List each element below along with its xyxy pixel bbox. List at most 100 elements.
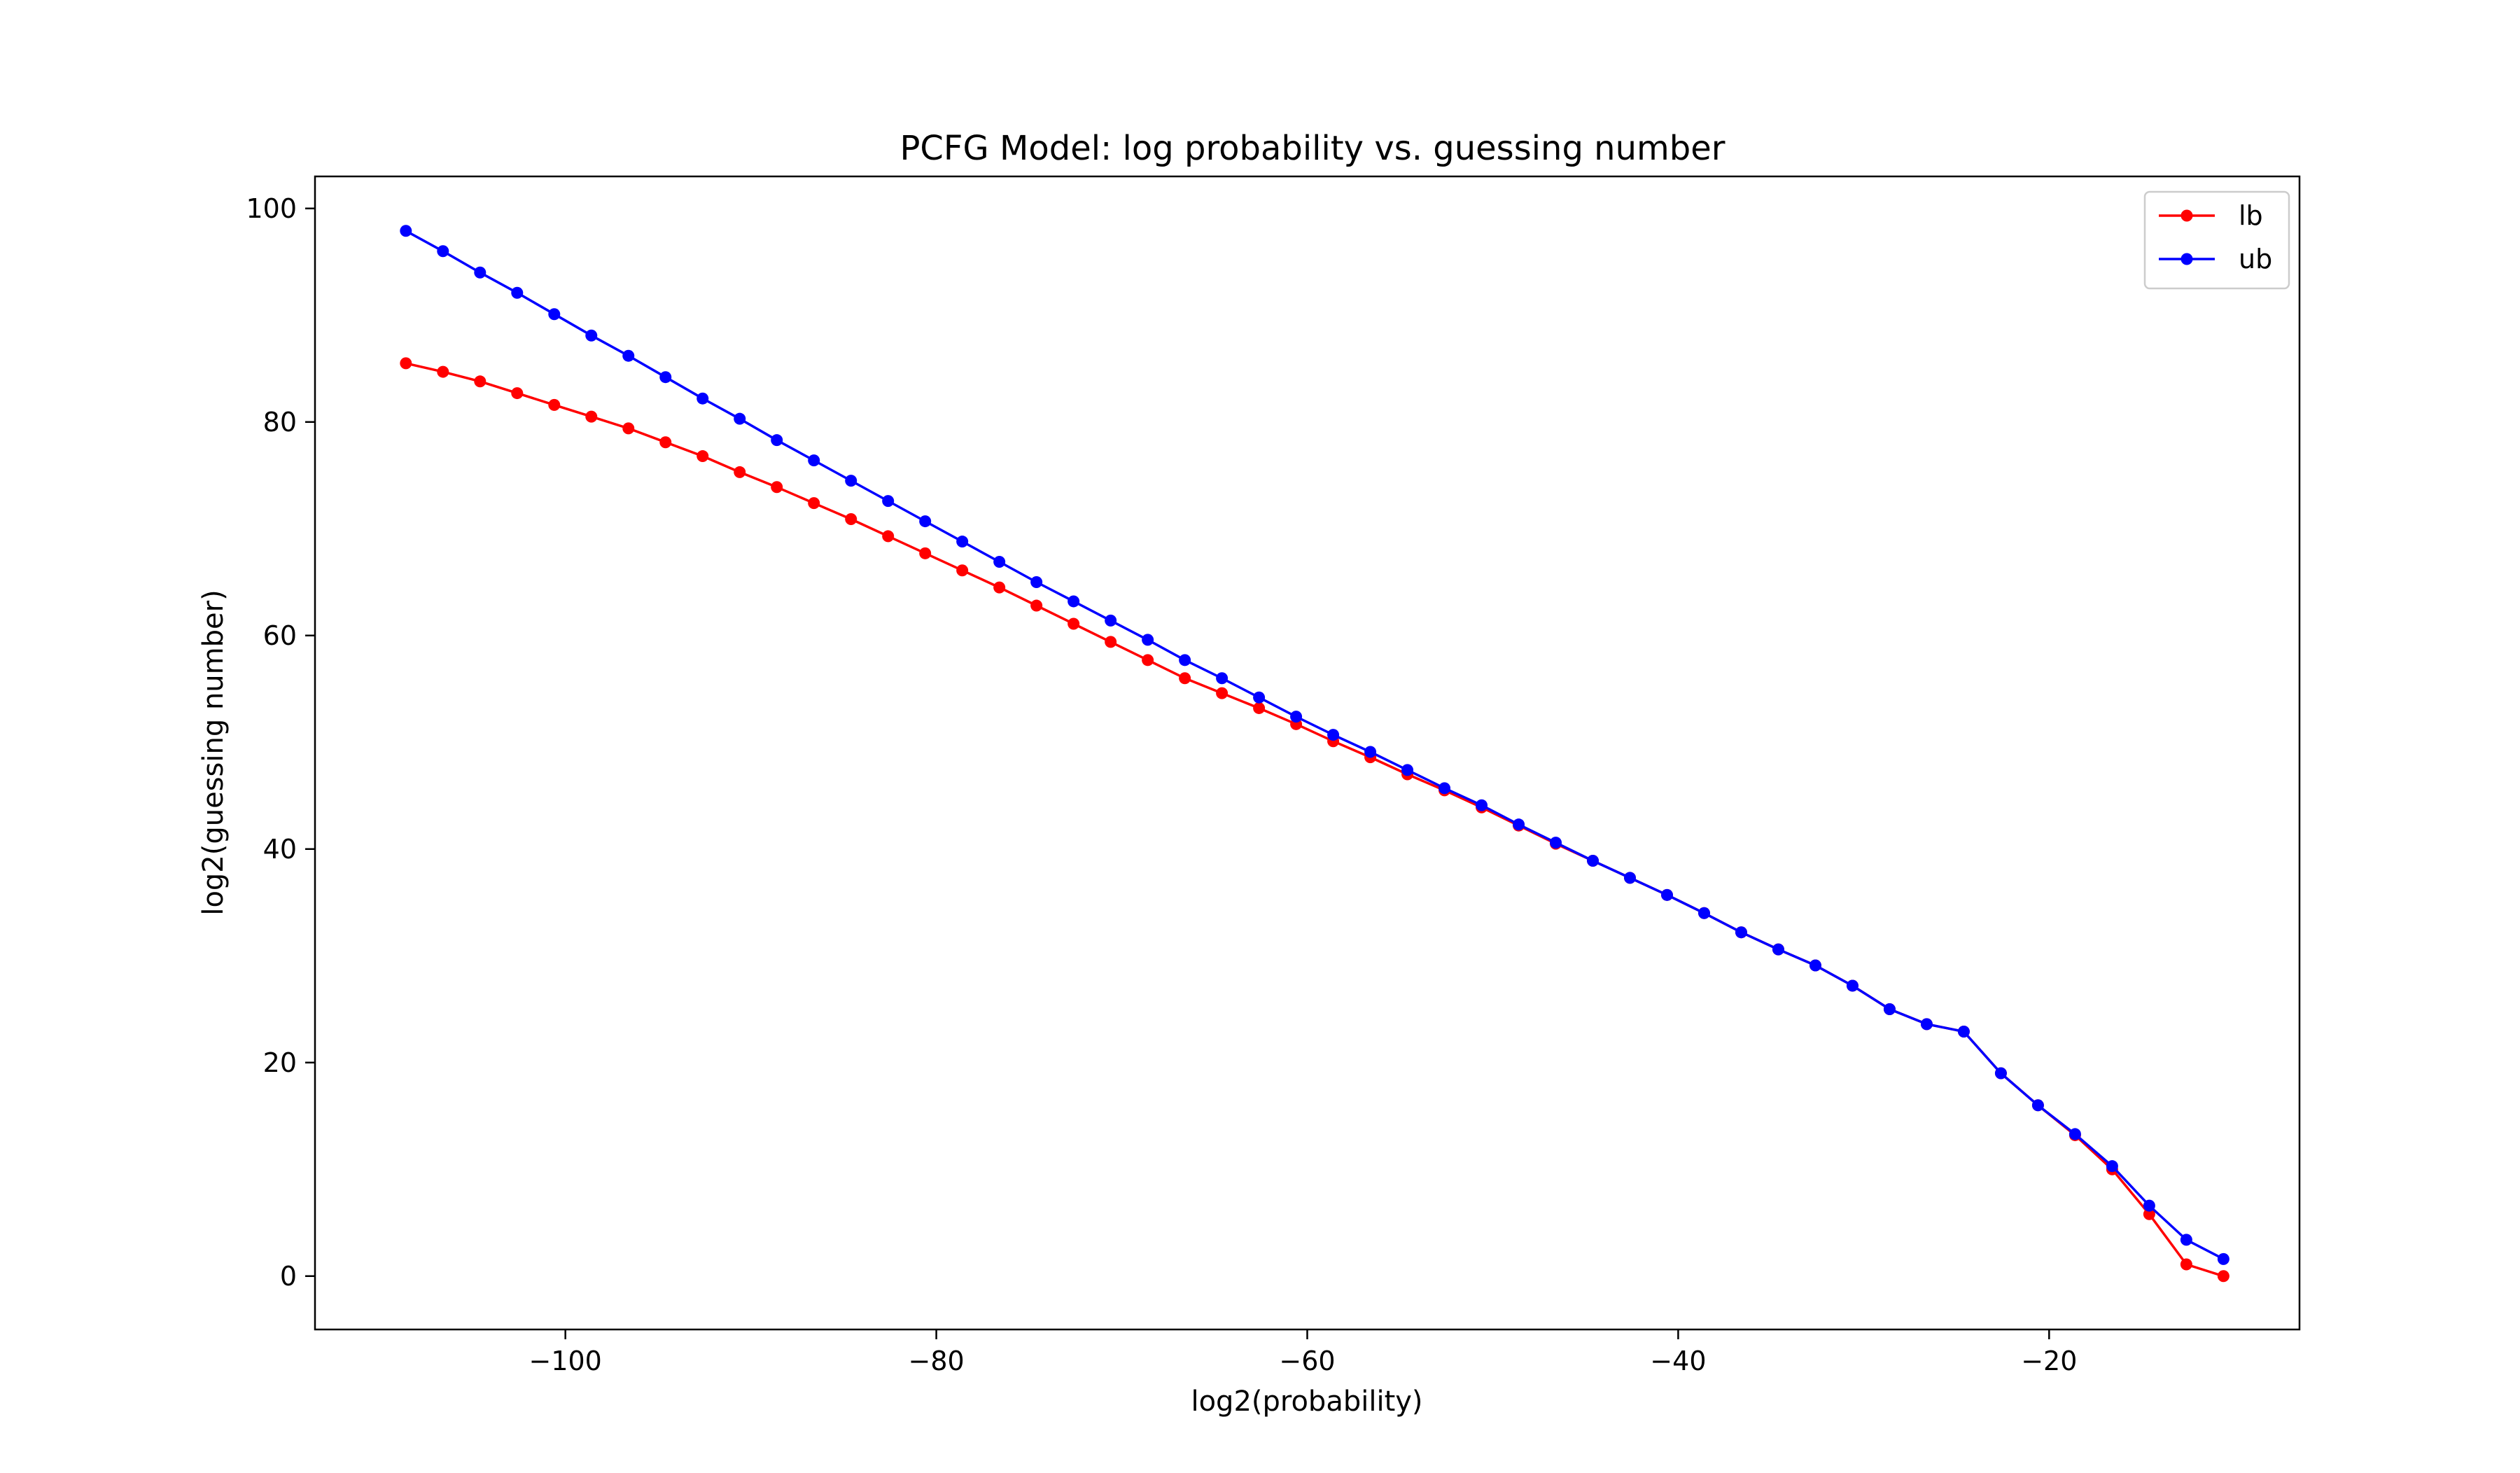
data-point-ub — [2068, 1128, 2081, 1140]
data-point-ub — [2217, 1252, 2230, 1265]
data-point-ub — [1957, 1026, 1970, 1038]
data-point-ub — [1438, 782, 1451, 795]
y-tick-label: 20 — [263, 1047, 297, 1078]
data-point-lb — [585, 410, 598, 423]
data-point-lb — [1105, 636, 1117, 648]
data-point-ub — [1216, 672, 1228, 685]
x-tick-label: −100 — [528, 1346, 601, 1376]
data-point-lb — [1216, 687, 1228, 699]
data-point-ub — [696, 392, 709, 405]
data-point-lb — [622, 422, 635, 435]
series-layer — [400, 225, 2230, 1283]
y-tick-label: 80 — [263, 407, 297, 438]
data-point-lb — [1179, 672, 1191, 685]
data-point-ub — [1846, 979, 1858, 992]
data-point-ub — [474, 266, 486, 279]
data-point-ub — [1587, 855, 1600, 867]
data-point-ub — [2031, 1099, 2044, 1112]
legend-swatch-marker-lb — [2180, 209, 2193, 222]
data-point-ub — [1179, 654, 1191, 666]
y-tick-label: 0 — [280, 1261, 297, 1292]
data-point-lb — [845, 513, 858, 526]
data-point-ub — [2106, 1160, 2118, 1173]
data-point-ub — [1661, 888, 1674, 901]
data-point-ub — [919, 515, 932, 528]
data-point-ub — [1920, 1018, 1933, 1031]
y-axis-ticks: 0 20 40 60 80 100 — [246, 193, 315, 1292]
x-axis-label: log2(probability) — [1191, 1385, 1422, 1418]
plot-area-frame — [314, 175, 2301, 1331]
data-point-ub — [511, 286, 524, 299]
legend: lb ub — [2143, 190, 2290, 290]
data-point-ub — [1364, 746, 1377, 758]
data-point-ub — [1142, 634, 1154, 646]
data-point-ub — [585, 329, 598, 342]
legend-entries: lb ub — [2159, 200, 2272, 274]
data-point-ub — [548, 308, 561, 321]
y-tick-label: 40 — [263, 834, 297, 865]
data-point-lb — [1253, 701, 1266, 714]
data-point-lb — [734, 466, 746, 478]
data-point-lb — [2217, 1270, 2230, 1283]
data-point-ub — [956, 536, 969, 548]
data-point-ub — [1513, 818, 1525, 831]
data-point-ub — [1068, 595, 1080, 608]
data-point-lb — [511, 387, 524, 400]
data-point-lb — [1030, 599, 1043, 612]
x-tick-label: −40 — [1650, 1346, 1706, 1376]
data-point-lb — [659, 436, 672, 449]
legend-label-lb: lb — [2239, 200, 2263, 231]
data-point-ub — [2143, 1199, 2155, 1212]
data-point-lb — [696, 450, 709, 463]
data-point-lb — [993, 581, 1006, 594]
data-point-lb — [1068, 617, 1080, 630]
data-point-ub — [1401, 764, 1414, 776]
data-point-ub — [771, 434, 783, 447]
data-point-ub — [734, 412, 746, 425]
data-point-lb — [882, 530, 895, 543]
data-point-ub — [622, 349, 635, 362]
data-point-ub — [1772, 943, 1784, 956]
data-point-ub — [1994, 1067, 2007, 1080]
data-point-ub — [659, 371, 672, 384]
x-axis-ticks: −100 −80 −60 −40 −20 — [528, 1329, 2077, 1376]
data-point-ub — [1883, 1003, 1896, 1015]
data-point-lb — [548, 398, 561, 411]
data-point-ub — [2180, 1234, 2192, 1246]
x-tick-label: −20 — [2021, 1346, 2077, 1376]
data-point-ub — [845, 475, 858, 487]
data-point-lb — [2180, 1258, 2192, 1271]
data-point-lb — [400, 357, 412, 370]
data-point-lb — [956, 564, 969, 577]
data-point-ub — [400, 225, 412, 237]
y-tick-label: 100 — [246, 193, 297, 224]
y-tick-label: 60 — [263, 620, 297, 651]
data-point-ub — [1698, 907, 1710, 919]
data-point-lb — [808, 497, 820, 510]
data-point-ub — [1290, 711, 1303, 723]
data-point-lb — [1142, 654, 1154, 666]
y-axis-label: log2(guessing number) — [197, 589, 230, 915]
data-point-lb — [474, 375, 486, 388]
data-point-ub — [1624, 872, 1637, 884]
data-point-ub — [1809, 959, 1821, 972]
data-point-ub — [1550, 837, 1562, 849]
chart-title: PCFG Model: log probability vs. guessing… — [899, 129, 1725, 168]
data-point-lb — [771, 481, 783, 494]
x-tick-label: −80 — [908, 1346, 964, 1376]
data-point-ub — [1476, 799, 1488, 811]
x-tick-label: −60 — [1279, 1346, 1335, 1376]
legend-swatch-marker-ub — [2180, 253, 2193, 265]
data-point-lb — [437, 365, 449, 378]
data-point-ub — [808, 454, 820, 467]
series-line-ub — [405, 230, 2225, 1260]
data-point-ub — [882, 495, 895, 508]
data-point-ub — [1105, 614, 1117, 627]
data-point-ub — [1327, 729, 1340, 741]
legend-label-ub: ub — [2239, 244, 2272, 274]
data-point-lb — [2143, 1208, 2155, 1220]
data-point-ub — [1253, 691, 1266, 704]
